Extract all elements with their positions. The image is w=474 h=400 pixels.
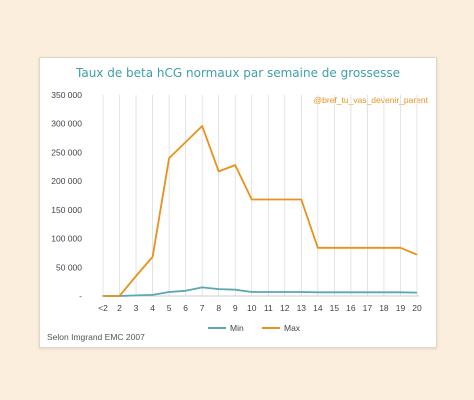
y-tick-label: 300 000 <box>51 119 82 129</box>
watermark-text: @bref_tu_vas_devenir_parent <box>314 95 429 105</box>
y-tick-label: 250 000 <box>51 147 82 157</box>
x-tick-label: 6 <box>183 303 188 313</box>
series-line-min <box>103 286 418 297</box>
legend-label-max: Max <box>284 323 301 333</box>
x-tick-label: 14 <box>313 303 323 313</box>
x-tick-label: 15 <box>330 303 340 313</box>
y-tick-label: 350 000 <box>51 90 82 100</box>
x-tick-label: 2 <box>117 303 122 313</box>
y-tick-label: - <box>79 291 82 301</box>
y-tick-label: 100 000 <box>51 234 82 244</box>
x-tick-label: 17 <box>363 303 373 313</box>
legend-label-min: Min <box>230 323 244 333</box>
x-tick-label: <2 <box>98 303 108 313</box>
x-tick-label: 10 <box>247 303 257 313</box>
x-tick-label: 19 <box>396 303 406 313</box>
chart-title: Taux de beta hCG normaux par semaine de … <box>75 66 400 80</box>
x-tick-label: 7 <box>200 303 205 313</box>
x-tick-label: 4 <box>150 303 155 313</box>
series-line-max <box>103 125 418 297</box>
chart-card: Taux de beta hCG normaux par semaine de … <box>39 57 437 348</box>
y-axis-ticks: - 50 000 100 000 150 000 200 000 250 000 300 0… <box>51 90 82 301</box>
legend: Min Max <box>208 323 301 333</box>
x-tick-label: 5 <box>167 303 172 313</box>
grid-lines <box>101 95 419 297</box>
x-tick-label: 12 <box>280 303 290 313</box>
x-axis-ticks: <2 2 3 4 5 6 7 8 9 10 11 12 13 14 15 16 17 18 19 20 <box>98 303 422 313</box>
x-tick-label: 16 <box>346 303 356 313</box>
x-tick-label: 9 <box>233 303 238 313</box>
x-tick-label: 8 <box>216 303 221 313</box>
x-tick-label: 11 <box>264 303 273 313</box>
x-tick-label: 18 <box>379 303 389 313</box>
y-tick-label: 150 000 <box>51 205 82 215</box>
y-tick-label: 200 000 <box>51 176 82 186</box>
source-note: Selon Imgrand EMC 2007 <box>47 332 145 342</box>
series-lines <box>103 125 418 297</box>
y-tick-label: 50 000 <box>56 262 82 272</box>
line-chart: Taux de beta hCG normaux par semaine de … <box>47 66 429 342</box>
x-tick-label: 13 <box>297 303 307 313</box>
x-tick-label: 3 <box>134 303 139 313</box>
x-tick-label: 20 <box>412 303 422 313</box>
